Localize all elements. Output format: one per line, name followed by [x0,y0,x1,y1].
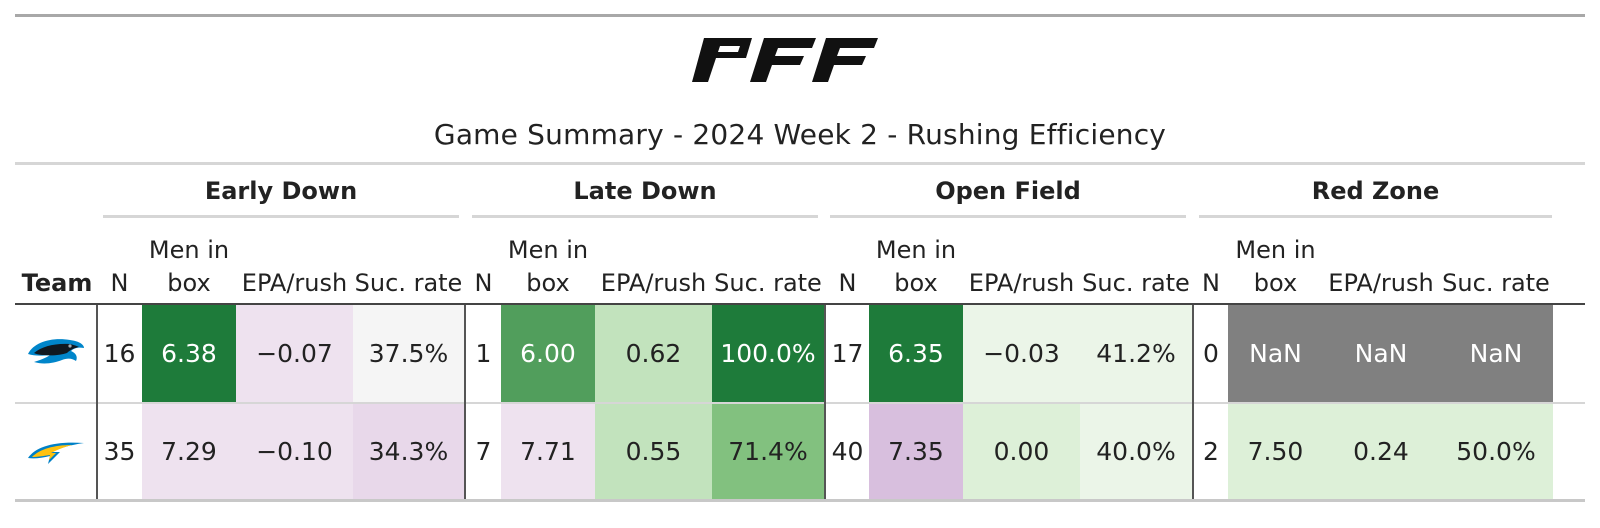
header-text-line1: Men in [875,236,957,264]
cell-n: 17 [831,339,864,368]
table-subtitle: Game Summary - 2024 Week 2 - Rushing Eff… [433,118,1167,151]
column-header-epa-rush: EPA/rush [595,226,712,300]
header-text-line1: Men in [148,236,230,264]
cell-men-in-box: NaN [1228,305,1323,402]
cell-men-in-box: 6.00 [501,305,595,402]
team-column-separator [96,305,98,499]
column-header-epa-rush: EPA/rush [1323,226,1439,300]
pff-logo [692,38,878,82]
spanner-underline [472,215,818,218]
cell-men-in-box: 7.35 [869,404,963,499]
table-bottom-rule [15,499,1585,502]
header-text-line2: box [1253,269,1298,297]
header-text: N [838,269,857,297]
column-header-men-in-box: Men in box [1228,226,1323,300]
cell-epa-rush: 0.00 [963,404,1080,499]
column-header-men-in-box: Men in box [501,226,595,300]
cell-epa-rush: NaN [1323,305,1439,402]
cell-epa-rush: 0.24 [1323,404,1439,499]
spanner-red-zone: Red Zone [1199,172,1552,218]
cell-men-in-box: 7.50 [1228,404,1323,499]
header-text: Suc. rate [1442,269,1550,297]
spanner-early-down: Early Down [103,172,459,218]
cell-epa-rush: −0.03 [963,305,1080,402]
cell-suc-rate: NaN [1439,305,1553,402]
column-header-suc-rate: Suc. rate [712,226,824,300]
header-text: N [110,269,129,297]
row-divider [15,402,1585,404]
spanner-label: Open Field [935,177,1081,205]
group-separator [464,305,466,499]
spanner-label: Red Zone [1311,177,1440,205]
cell-suc-rate: 50.0% [1439,404,1553,499]
header-text-line2: box [894,269,938,297]
cell-suc-rate: 41.2% [1080,305,1192,402]
header-text: Suc. rate [354,269,463,297]
header-text: EPA/rush [968,269,1075,297]
top-rule [15,14,1585,17]
header-text: Team [21,269,93,297]
cell-n: 7 [475,437,492,466]
cell-suc-rate: 71.4% [712,404,824,499]
cell-suc-rate: 37.5% [353,305,464,402]
header-rule [15,162,1585,165]
spanner-label: Late Down [573,177,717,205]
spanner-underline [830,215,1186,218]
cell-n: 2 [1203,437,1219,466]
cell-men-in-box: 6.35 [869,305,963,402]
cell-suc-rate: 40.0% [1080,404,1192,499]
spanner-underline [103,215,459,218]
cell-epa-rush: −0.10 [236,404,353,499]
column-header-men-in-box: Men in box [142,226,236,300]
chargers-logo-icon [28,442,84,464]
column-header-suc-rate: Suc. rate [353,226,464,300]
header-text-line1: Men in [1235,236,1316,264]
column-header-suc-rate: Suc. rate [1439,226,1553,300]
column-header-n: N [466,226,501,300]
column-header-suc-rate: Suc. rate [1080,226,1192,300]
cell-n: 0 [1203,339,1219,368]
header-text-line2: box [526,269,570,297]
column-header-epa-rush: EPA/rush [236,226,353,300]
spanner-open-field: Open Field [830,172,1186,218]
cell-men-in-box: 7.29 [142,404,236,499]
cell-epa-rush: 0.55 [595,404,712,499]
column-header-epa-rush: EPA/rush [963,226,1080,300]
header-text: N [1202,269,1220,297]
cell-n: 1 [475,339,492,368]
header-text: N [474,269,493,297]
header-text: EPA/rush [600,269,707,297]
header-text: EPA/rush [1328,269,1434,297]
spanner-label: Early Down [204,177,358,205]
header-text-line2: box [167,269,211,297]
column-header-n: N [1194,226,1228,300]
header-text: EPA/rush [241,269,348,297]
cell-n: 16 [103,339,136,368]
cell-n: 35 [103,437,136,466]
cell-n: 40 [831,437,864,466]
cell-suc-rate: 34.3% [353,404,464,499]
header-text: Suc. rate [714,269,822,297]
cell-men-in-box: 6.38 [142,305,236,402]
spanner-underline [1199,215,1552,218]
column-header-team: Team [18,226,96,300]
column-header-n: N [826,226,869,300]
header-bottom-rule [15,303,1585,305]
header-text: Suc. rate [1082,269,1190,297]
group-separator [1192,305,1194,499]
cell-men-in-box: 7.71 [501,404,595,499]
cell-epa-rush: −0.07 [236,305,353,402]
spanner-late-down: Late Down [472,172,818,218]
cell-suc-rate: 100.0% [712,305,824,402]
group-separator [824,305,826,499]
cell-epa-rush: 0.62 [595,305,712,402]
column-header-n: N [97,226,142,300]
header-text-line1: Men in [507,236,589,264]
panthers-logo-icon [28,339,84,364]
column-header-men-in-box: Men in box [869,226,963,300]
